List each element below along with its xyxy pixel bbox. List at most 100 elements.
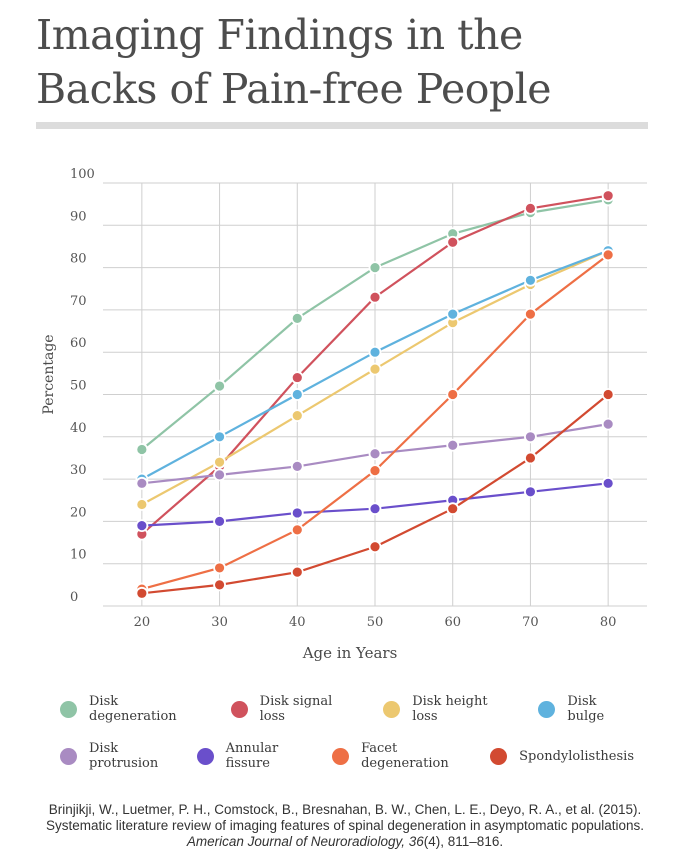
data-point	[524, 273, 537, 287]
legend-label: Spondylolisthesis	[519, 748, 634, 764]
line-chart: 0 10 20 30 40 50 60 70 80 90 100 20 30 40 50 60 70 80 Age…	[41, 167, 647, 662]
data-point	[290, 311, 304, 325]
legend-item: Annular fissure	[196, 741, 306, 771]
legend-swatch	[383, 700, 401, 718]
data-point	[213, 379, 226, 393]
data-point	[368, 540, 382, 554]
data-point	[213, 514, 226, 528]
data-point	[135, 443, 149, 456]
legend-swatch	[538, 700, 556, 718]
legend-item: Disk degeneration	[60, 694, 205, 724]
x-tick-label: 50	[367, 615, 384, 630]
y-tick-label: 10	[70, 548, 87, 563]
data-point	[213, 430, 226, 444]
y-tick-label: 40	[70, 421, 87, 436]
data-point	[524, 307, 537, 321]
legend-swatch	[230, 700, 248, 718]
data-point	[446, 438, 460, 452]
data-point	[368, 362, 382, 376]
data-point	[290, 388, 304, 401]
data-point	[135, 519, 149, 533]
legend-label: Disk bulge	[567, 694, 605, 724]
data-point	[368, 447, 382, 461]
y-axis-label: Percentage	[41, 334, 57, 414]
data-point	[290, 371, 304, 384]
data-point	[290, 506, 304, 520]
data-point	[290, 523, 304, 537]
legend-item: Disk signal loss	[230, 694, 358, 724]
data-point	[368, 290, 382, 304]
x-tick-label: 70	[522, 615, 539, 630]
y-tick-label: 70	[70, 294, 87, 309]
citation: Brinjikji, W., Luetmer, P. H., Comstock,…	[40, 802, 650, 850]
chart-title: Imaging Findings in the Backs of Pain-fr…	[36, 11, 552, 113]
data-point	[601, 476, 615, 490]
data-point	[213, 578, 226, 592]
y-tick-label: 90	[70, 209, 87, 224]
y-tick-label: 80	[70, 252, 87, 267]
legend-item: Facet degeneration	[332, 741, 464, 771]
legend-label: Annular fissure	[225, 741, 279, 771]
data-point	[446, 502, 460, 516]
legend-swatch	[60, 747, 77, 765]
data-point	[601, 417, 615, 431]
legend-item: Disk protrusion	[60, 741, 171, 771]
legend-item: Disk height loss	[383, 694, 512, 724]
legend-label: Disk protrusion	[89, 741, 159, 771]
legend-label: Disk signal loss	[259, 694, 333, 724]
x-tick-label: 40	[289, 615, 306, 630]
citation-journal: American Journal of Neuroradiology, 36	[186, 834, 424, 849]
data-point	[213, 468, 226, 482]
data-point	[601, 248, 615, 262]
data-point	[524, 201, 537, 215]
data-point	[524, 430, 537, 444]
title-divider	[36, 122, 648, 129]
data-point	[601, 189, 615, 203]
data-point	[601, 388, 615, 401]
data-point	[290, 565, 304, 579]
data-point	[368, 345, 382, 359]
data-point	[290, 409, 304, 423]
y-tick-label: 0	[70, 590, 78, 605]
y-tick-label: 100	[70, 167, 95, 182]
data-point	[368, 464, 382, 478]
data-point	[446, 307, 460, 321]
legend-item: Disk bulge	[538, 694, 634, 724]
legend-item: Spondylolisthesis	[490, 747, 634, 765]
data-point	[213, 455, 226, 469]
y-tick-label: 30	[70, 463, 87, 478]
x-tick-label: 60	[444, 615, 461, 630]
chart-legend: Disk degeneration Disk signal loss Disk he…	[60, 694, 660, 788]
data-point	[290, 460, 304, 473]
data-point	[368, 502, 382, 516]
x-tick-label: 80	[600, 615, 617, 630]
chart-points	[135, 189, 615, 600]
x-axis-label: Age in Years	[302, 644, 398, 662]
legend-label: Disk degeneration	[89, 694, 177, 724]
legend-swatch	[196, 747, 214, 765]
y-tick-label: 50	[70, 379, 87, 394]
legend-label: Facet degeneration	[361, 741, 449, 771]
legend-row: Disk protrusion Annular fissure Facet dege…	[60, 741, 660, 771]
x-tick-label: 30	[211, 615, 228, 630]
data-point	[368, 261, 382, 274]
data-point	[213, 561, 226, 575]
data-point	[135, 476, 149, 490]
legend-row: Disk degeneration Disk signal loss Disk he…	[60, 694, 660, 724]
legend-swatch	[332, 747, 350, 765]
data-point	[524, 485, 537, 499]
legend-label: Disk height loss	[412, 694, 488, 724]
data-point	[446, 388, 460, 401]
citation-authors: Brinjikji, W., Luetmer, P. H., Comstock,…	[45, 802, 645, 833]
legend-swatch	[490, 747, 508, 765]
data-point	[135, 586, 149, 600]
data-point	[524, 451, 537, 465]
data-point	[446, 235, 460, 249]
data-point	[135, 498, 149, 511]
legend-swatch	[60, 700, 77, 718]
y-tick-label: 20	[70, 505, 87, 520]
x-tick-label: 20	[134, 615, 151, 630]
chart-ticks: 0 10 20 30 40 50 60 70 80 90 100 20 30 40 50 60 70 80	[70, 167, 616, 630]
citation-pages: (4), 811–816.	[423, 834, 504, 849]
y-tick-label: 60	[70, 336, 87, 351]
